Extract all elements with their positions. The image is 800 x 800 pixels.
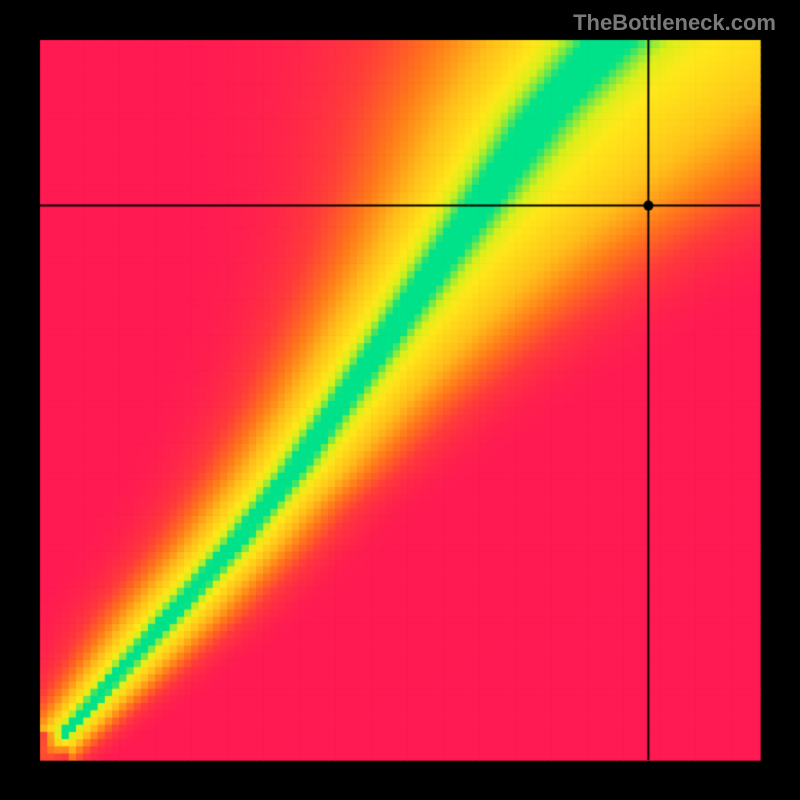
- watermark-text: TheBottleneck.com: [573, 10, 776, 36]
- chart-container: TheBottleneck.com: [0, 0, 800, 800]
- bottleneck-heatmap: [0, 0, 800, 800]
